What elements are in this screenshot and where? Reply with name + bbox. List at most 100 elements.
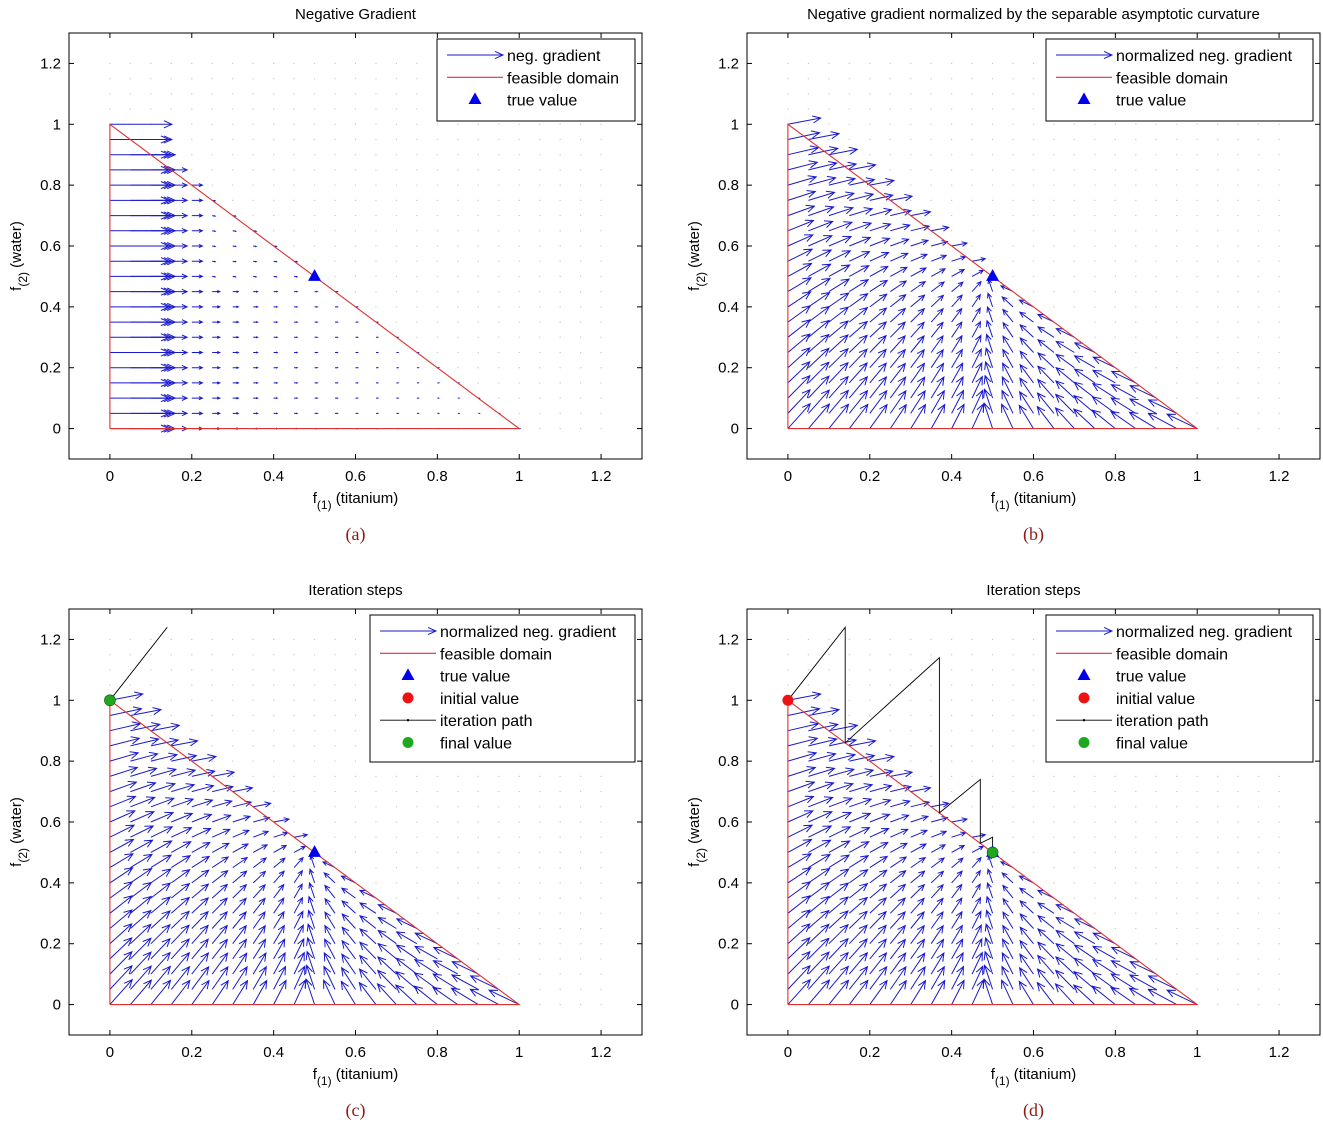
grid-dot xyxy=(560,276,561,277)
grid-dot xyxy=(1074,852,1075,853)
grid-dot xyxy=(294,791,295,792)
grid-dot xyxy=(951,139,952,140)
grid-dot xyxy=(212,654,213,655)
grid-dot xyxy=(1258,958,1259,959)
grid-dot xyxy=(560,897,561,898)
grid-dot xyxy=(1135,776,1136,777)
grid-dot xyxy=(1238,913,1239,914)
grid-dot xyxy=(560,382,561,383)
grid-dot xyxy=(1156,852,1157,853)
grid-dot xyxy=(396,837,397,838)
grid-dot xyxy=(849,139,850,140)
grid-dot xyxy=(972,715,973,716)
grid-dot xyxy=(334,185,335,186)
grid-dot xyxy=(972,230,973,231)
grid-dot xyxy=(600,169,601,170)
grid-dot xyxy=(355,791,356,792)
grid-dot xyxy=(1258,428,1259,429)
grid-dot xyxy=(314,63,315,64)
grid-dot xyxy=(1074,215,1075,216)
grid-dot xyxy=(519,306,520,307)
grid-dot xyxy=(437,791,438,792)
grid-dot xyxy=(1176,321,1177,322)
grid-dot xyxy=(580,398,581,399)
grid-dot xyxy=(600,245,601,246)
grid-dot xyxy=(1033,776,1034,777)
grid-dot xyxy=(560,882,561,883)
grid-dot xyxy=(1278,291,1279,292)
grid-dot xyxy=(1238,958,1239,959)
grid-dot xyxy=(1197,806,1198,807)
grid-dot xyxy=(1156,215,1157,216)
quiver-arrow xyxy=(417,368,419,369)
grid-dot xyxy=(232,139,233,140)
x-axis-label: f(1) (titanium) xyxy=(313,1066,399,1088)
grid-dot xyxy=(1156,928,1157,929)
grid-dot xyxy=(1217,352,1218,353)
grid-dot xyxy=(1135,821,1136,822)
grid-dot xyxy=(314,261,315,262)
grid-dot xyxy=(457,185,458,186)
quiver-arrow xyxy=(294,322,297,323)
grid-dot xyxy=(1217,306,1218,307)
grid-dot xyxy=(314,669,315,670)
grid-dot xyxy=(273,730,274,731)
grid-dot xyxy=(992,791,993,792)
grid-dot xyxy=(334,108,335,109)
grid-dot xyxy=(334,730,335,731)
grid-dot xyxy=(294,715,295,716)
quiver-arrow xyxy=(335,367,338,368)
grid-dot xyxy=(600,382,601,383)
grid-dot xyxy=(478,124,479,125)
grid-dot xyxy=(1238,185,1239,186)
grid-dot xyxy=(1156,230,1157,231)
grid-dot xyxy=(1176,230,1177,231)
grid-dot xyxy=(1074,169,1075,170)
grid-dot xyxy=(1033,684,1034,685)
grid-dot xyxy=(1135,837,1136,838)
grid-dot xyxy=(1094,261,1095,262)
grid-dot xyxy=(253,139,254,140)
grid-dot xyxy=(1053,261,1054,262)
grid-dot xyxy=(232,78,233,79)
grid-dot xyxy=(437,821,438,822)
grid-dot xyxy=(1033,867,1034,868)
grid-dot xyxy=(951,684,952,685)
grid-dot xyxy=(992,200,993,201)
grid-dot xyxy=(1033,230,1034,231)
grid-dot xyxy=(1094,306,1095,307)
grid-dot xyxy=(1176,852,1177,853)
legend-label: normalized neg. gradient xyxy=(1116,48,1293,65)
grid-dot xyxy=(992,806,993,807)
grid-dot xyxy=(560,398,561,399)
grid-dot xyxy=(992,700,993,701)
grid-dot xyxy=(355,700,356,701)
grid-dot xyxy=(539,185,540,186)
grid-dot xyxy=(560,867,561,868)
grid-dot xyxy=(600,974,601,975)
grid-dot xyxy=(396,230,397,231)
grid-dot xyxy=(1217,200,1218,201)
grid-dot xyxy=(1278,382,1279,383)
grid-dot xyxy=(1074,185,1075,186)
grid-dot xyxy=(457,943,458,944)
grid-dot xyxy=(890,108,891,109)
grid-dot xyxy=(580,245,581,246)
grid-dot xyxy=(600,215,601,216)
grid-dot xyxy=(560,200,561,201)
grid-dot xyxy=(273,684,274,685)
grid-dot xyxy=(1217,776,1218,777)
grid-dot xyxy=(1217,291,1218,292)
grid-dot xyxy=(1278,928,1279,929)
grid-dot xyxy=(375,306,376,307)
grid-dot xyxy=(314,776,315,777)
grid-dot xyxy=(1115,928,1116,929)
grid-dot xyxy=(910,639,911,640)
grid-dot xyxy=(600,200,601,201)
quiver-arrow xyxy=(294,413,297,414)
grid-dot xyxy=(539,852,540,853)
grid-dot xyxy=(375,837,376,838)
grid-dot xyxy=(580,337,581,338)
grid-dot xyxy=(869,63,870,64)
